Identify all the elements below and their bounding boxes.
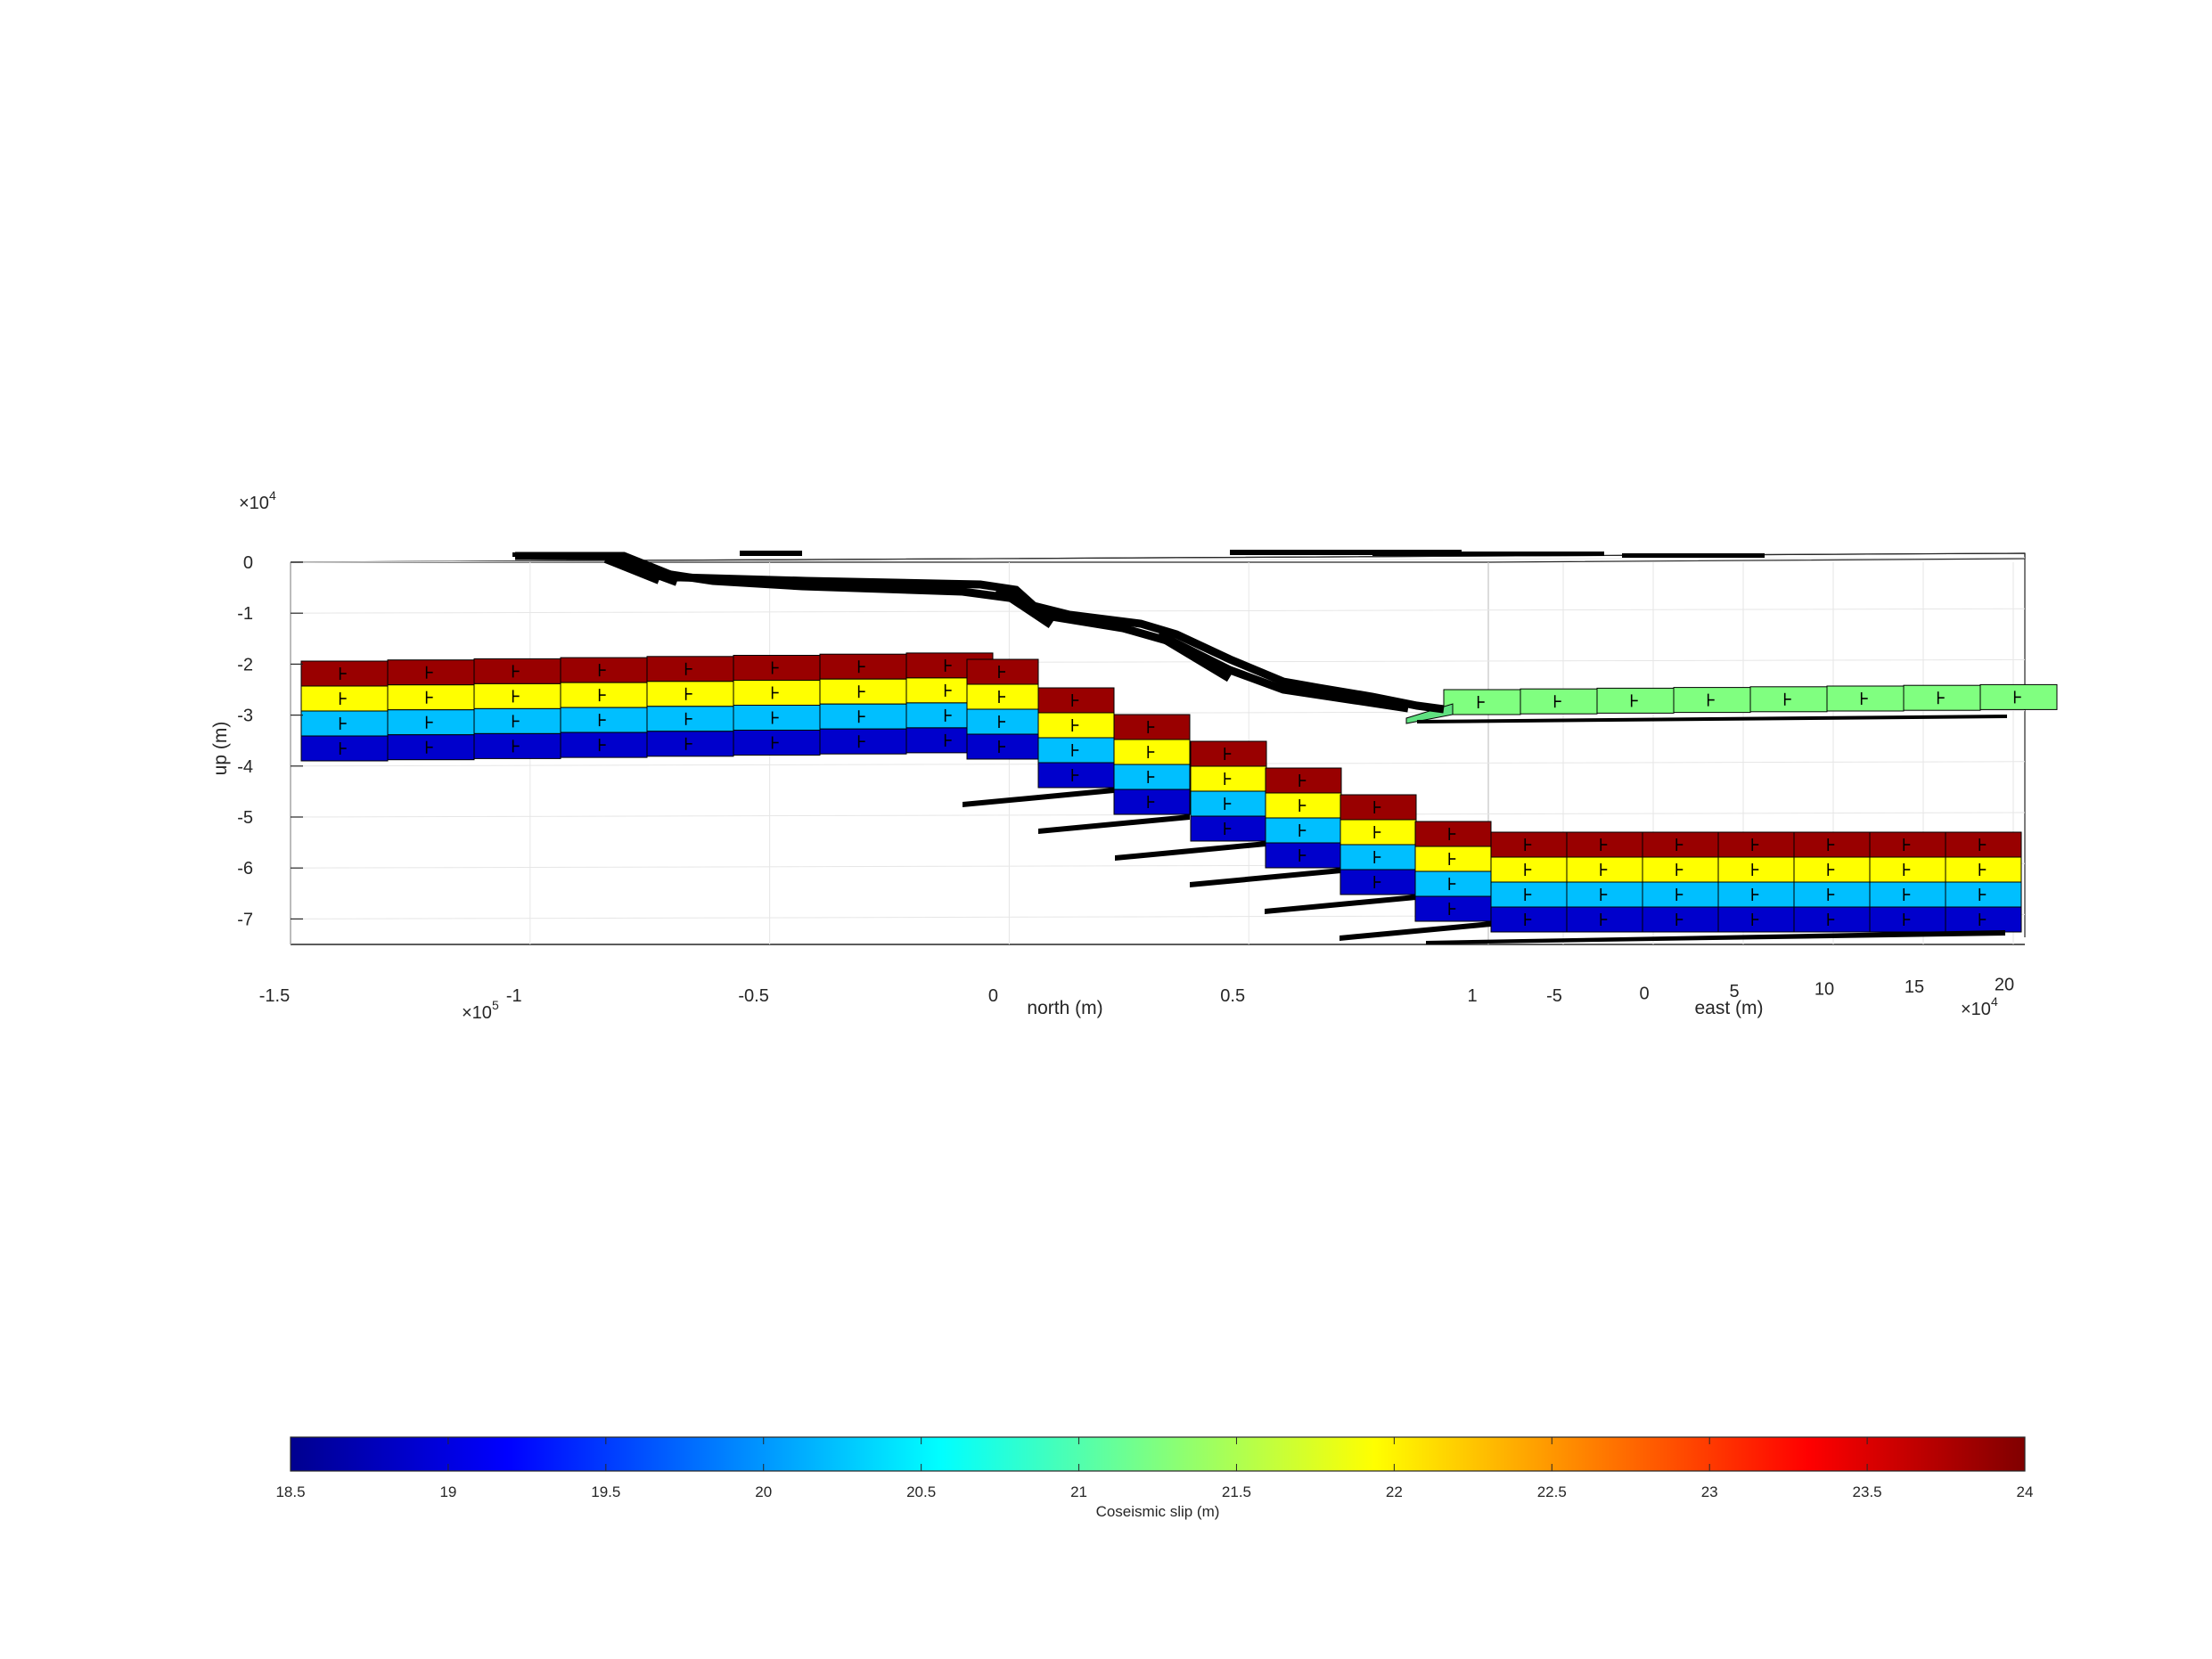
z-tick-label: 0: [243, 553, 253, 573]
colorbar-tick-label: 19: [439, 1483, 456, 1500]
colorbar-tick-label: 22.5: [1537, 1483, 1567, 1500]
z-tick-label: -3: [237, 707, 253, 726]
patch-secondary: [1596, 687, 1675, 714]
y-axis-ticks: -5 0 5 10 15 20: [1546, 976, 2014, 1007]
z-gridline: [290, 608, 2026, 614]
z-gridline: [290, 557, 2026, 563]
z-multiplier: ×104: [239, 488, 276, 513]
patch-shadow: [1190, 868, 1341, 887]
patch-shadow: [1115, 841, 1266, 861]
surface-segment-5: [1622, 553, 1765, 558]
surface-segment-3: [1230, 550, 1462, 555]
y-axis-label: east (m): [1694, 998, 1763, 1018]
colorbar-tick-label: 20.5: [906, 1483, 936, 1500]
surface-trace-mesh: [603, 552, 1391, 709]
z-tick-label: -2: [237, 655, 253, 674]
patch-shadow: [1417, 715, 2007, 723]
y-tick-label: 5: [1729, 982, 1739, 1001]
colorbar-label: Coseismic slip (m): [1096, 1503, 1220, 1520]
x-tick-label: 0: [988, 986, 998, 1006]
colorbar-gradient: [290, 1436, 2026, 1472]
fault-patches: [300, 652, 2058, 944]
z-tick-label: -5: [237, 808, 253, 828]
y-tick-label: -5: [1546, 986, 1562, 1006]
colorbar-ticks: 18.5 19 19.5 20 20.5 21 21.5 22 22.5 23 23.5 24: [275, 1437, 2033, 1500]
x-multiplier: ×105: [462, 998, 499, 1023]
colorbar-tick-label: 23.5: [1853, 1483, 1882, 1500]
colorbar-tick-label: 19.5: [591, 1483, 620, 1500]
z-tick-label: -4: [237, 757, 253, 777]
patch-shadow: [963, 788, 1114, 807]
x-tick-label: -0.5: [738, 986, 768, 1006]
y-tick-label: 0: [1639, 985, 1649, 1004]
colorbar-tick-label: 18.5: [275, 1483, 305, 1500]
y-tick-label: 15: [1905, 977, 1924, 997]
surface-segment-2: [740, 551, 802, 556]
z-tick-label: -6: [237, 859, 253, 879]
surface-segment-4: [1372, 552, 1604, 556]
fault-surface-trace: [512, 550, 1765, 714]
y-tick-label: 10: [1815, 980, 1834, 1000]
x-tick-label: -1.5: [259, 986, 290, 1006]
y-tick-label: 20: [1995, 976, 2014, 995]
colorbar-tick-label: 21: [1070, 1483, 1087, 1500]
x-tick-label: 0.5: [1220, 986, 1245, 1006]
patch-shadow: [1265, 895, 1416, 914]
patch-shadow: [1038, 814, 1190, 834]
colorbar-tick-label: 24: [2017, 1483, 2034, 1500]
x-axis-label: north (m): [1027, 998, 1102, 1018]
patch-secondary: [1673, 687, 1751, 714]
x-axis-ticks: -1.5 -1 -0.5 0 0.5 1: [259, 986, 1478, 1006]
y-multiplier: ×104: [1961, 994, 1998, 1019]
z-tick-label: -7: [237, 910, 253, 929]
patch-shadow: [1426, 930, 2005, 944]
colorbar-tick-label: 22: [1386, 1483, 1403, 1500]
z-axis-label: up (m): [210, 722, 231, 776]
x-tick-label: -1: [506, 986, 522, 1006]
x-tick-label: 1: [1467, 986, 1477, 1006]
z-axis-ticks: 0 -1 -2 -3 -4 -5 -6 -7: [237, 553, 303, 929]
colorbar-tick-label: 20: [755, 1483, 772, 1500]
colorbar-tick-label: 21.5: [1222, 1483, 1251, 1500]
colorbar: 18.5 19 19.5 20 20.5 21 21.5 22 22.5 23 23.5 24 Cos…: [275, 1436, 2033, 1520]
z-tick-label: -1: [237, 604, 253, 624]
colorbar-tick-label: 23: [1701, 1483, 1718, 1500]
patch-shadow: [1339, 921, 1491, 941]
surface-segment-1: [512, 552, 610, 557]
